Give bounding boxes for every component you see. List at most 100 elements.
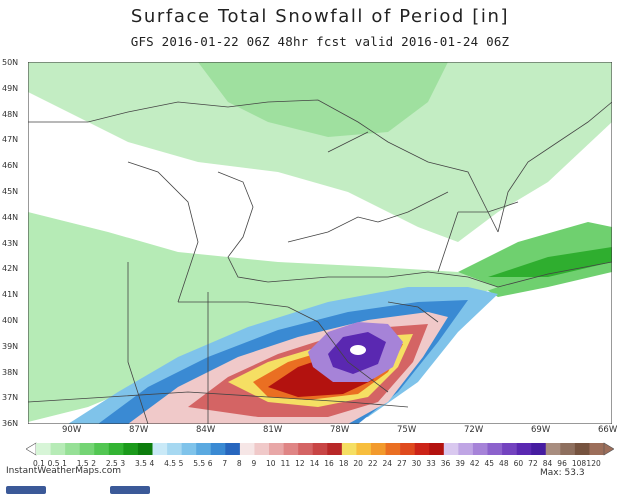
colorbar-swatch <box>545 443 561 455</box>
latitude-label: 49N <box>2 83 19 93</box>
colorbar-swatch <box>574 443 590 455</box>
colorbar-swatch <box>283 443 299 455</box>
colorbar-swatch <box>516 443 532 455</box>
colorbar-label: 11 <box>280 459 291 468</box>
colorbar-label: 30 <box>411 459 422 468</box>
colorbar-arrow-right <box>603 442 614 456</box>
colorbar-label: 45 <box>484 459 495 468</box>
colorbar-label: 0.5 <box>47 459 60 468</box>
longitude-label: 66W <box>598 425 618 435</box>
longitude-label: 78W <box>330 425 350 435</box>
colorbar-label: 1 <box>62 459 67 468</box>
colorbar-swatch <box>123 443 139 455</box>
colorbar-label: 20 <box>353 459 363 468</box>
colorbar-swatch <box>312 443 328 455</box>
colorbar-swatch <box>458 443 474 455</box>
latitude-label: 36N <box>2 419 19 429</box>
snow-band-north-2 <box>198 62 448 137</box>
snow-band-coast-2 <box>488 247 612 277</box>
latitude-label: 41N <box>2 290 19 300</box>
longitude-label: 90W <box>62 425 82 435</box>
colorbar-swatch <box>167 443 182 455</box>
credit-text: InstantWeatherMaps.com <box>6 466 121 476</box>
colorbar-swatch <box>356 443 372 455</box>
share-button[interactable] <box>6 486 46 494</box>
latitude-label: 47N <box>2 135 19 145</box>
colorbar-label: 14 <box>309 459 320 468</box>
colorbar <box>26 442 614 456</box>
colorbar-label: 9 <box>251 459 257 468</box>
colorbar-swatch <box>137 443 153 455</box>
colorbar-swatch <box>239 443 255 455</box>
snow-band-north <box>28 62 612 242</box>
colorbar-label: 60 <box>513 459 524 468</box>
latitude-label: 46N <box>2 161 19 171</box>
colorbar-swatch <box>400 443 415 455</box>
colorbar-swatch <box>429 443 445 455</box>
latitude-label: 39N <box>2 341 19 351</box>
longitude-label: 84W <box>196 425 216 435</box>
colorbar-swatch <box>65 443 80 455</box>
colorbar-label: 18 <box>338 459 349 468</box>
colorbar-label: 24 <box>382 459 393 468</box>
colorbar-swatch <box>254 443 270 455</box>
colorbar-label: 96 <box>557 459 567 468</box>
colorbar-swatch <box>487 443 503 455</box>
colorbar-swatch <box>196 443 212 455</box>
colorbar-label: 39 <box>455 459 465 468</box>
colorbar-swatch <box>589 443 605 455</box>
colorbar-label: 16 <box>324 459 334 468</box>
longitude-label: 81W <box>263 425 283 435</box>
latitude-label: 43N <box>2 238 19 248</box>
colorbar-swatch <box>472 443 488 455</box>
colorbar-label: 120 <box>586 459 601 468</box>
colorbar-label: 1.5 <box>76 459 89 468</box>
colorbar-label: 0.1 <box>33 459 45 468</box>
colorbar-swatch <box>210 443 226 455</box>
longitude-label: 69W <box>531 425 551 435</box>
snow-band-coast <box>458 222 612 297</box>
colorbar-label: 12 <box>295 459 305 468</box>
colorbar-label: 22 <box>367 459 378 468</box>
snowfall-map <box>28 62 612 424</box>
map-subtitle: GFS 2016-01-22 06Z 48hr fcst valid 2016-… <box>130 34 510 49</box>
boundaries <box>28 99 612 424</box>
colorbar-label: 84 <box>542 459 553 468</box>
colorbar-label: 2.5 <box>105 459 118 468</box>
colorbar-label: 6 <box>207 459 213 468</box>
colorbar-swatch <box>414 443 430 455</box>
colorbar-label: 4 <box>149 459 155 468</box>
colorbar-label: 4.5 <box>164 459 176 468</box>
colorbar-label: 33 <box>426 459 436 468</box>
storm-white-patch <box>350 345 366 355</box>
colorbar-swatch <box>79 443 95 455</box>
colorbar-label: 42 <box>469 459 480 468</box>
latitude-label: 40N <box>2 316 19 325</box>
colorbar-arrow-left <box>26 442 37 456</box>
colorbar-label: 36 <box>440 459 451 468</box>
like-button[interactable] <box>110 486 150 494</box>
colorbar-swatch <box>443 443 459 455</box>
colorbar-swatch <box>108 443 124 455</box>
colorbar-swatch <box>36 443 51 455</box>
colorbar-label: 5 <box>178 459 184 468</box>
latitude-label: 45N <box>2 187 19 196</box>
longitude-label: 75W <box>397 425 417 435</box>
colorbar-swatch <box>50 443 66 455</box>
latitude-label: 48N <box>2 109 19 119</box>
colorbar-swatch <box>181 443 197 455</box>
colorbar-label: 48 <box>499 459 509 468</box>
colorbar-swatch <box>370 443 386 455</box>
colorbar-label: 10 <box>266 459 276 468</box>
colorbar-label: 5.5 <box>193 459 206 468</box>
colorbar-swatch <box>269 443 284 455</box>
colorbar-swatch <box>298 443 314 455</box>
longitude-label: 87W <box>129 425 149 435</box>
colorbar-swatch <box>385 443 401 455</box>
colorbar-swatch <box>327 443 343 455</box>
latitude-label: 50N <box>2 58 19 67</box>
snow-band-central-green <box>28 212 498 422</box>
latitude-label: 44N <box>2 212 19 222</box>
colorbar-swatch <box>502 443 517 455</box>
colorbar-swatch <box>152 443 168 455</box>
